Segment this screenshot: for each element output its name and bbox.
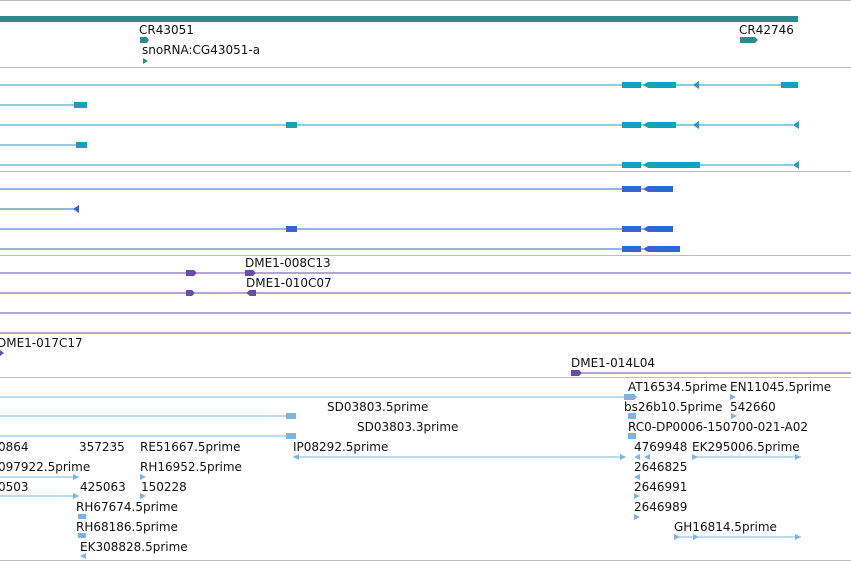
gene-span-bar[interactable] bbox=[0, 16, 798, 22]
est-label-2646989[interactable]: 2646989 bbox=[634, 500, 688, 514]
est-label-2646991[interactable]: 2646991 bbox=[634, 480, 688, 494]
est-label-425063[interactable]: 425063 bbox=[80, 480, 126, 494]
est-label-4769948[interactable]: 4769948 bbox=[634, 440, 688, 454]
est-label-bs26b10[interactable]: bs26b10.5prime bbox=[624, 400, 723, 414]
gene-label-cr42746[interactable]: CR42746 bbox=[739, 23, 794, 37]
est-label-sd03803-3[interactable]: SD03803.3prime bbox=[357, 420, 459, 434]
est-label-rh68186[interactable]: RH68186.5prime bbox=[76, 520, 178, 534]
gene-label-snorna[interactable]: snoRNA:CG43051-a bbox=[142, 43, 261, 57]
est-label-ip08292[interactable]: IP08292.5prime bbox=[293, 440, 389, 454]
est-label-097922[interactable]: 097922.5prime bbox=[0, 460, 91, 474]
est-label-ek308828[interactable]: EK308828.5prime bbox=[80, 540, 188, 554]
clone-label-dme008c13[interactable]: DME1-008C13 bbox=[245, 256, 331, 270]
gene-label-cr43051[interactable]: CR43051 bbox=[139, 23, 194, 37]
est-label-0503[interactable]: 0503 bbox=[0, 480, 29, 494]
est-label-rh16952[interactable]: RH16952.5prime bbox=[140, 460, 242, 474]
est-label-at16534[interactable]: AT16534.5prime bbox=[628, 380, 728, 394]
snorna-feature[interactable] bbox=[143, 58, 148, 64]
clone-label-dme017c17[interactable]: DME1-017C17 bbox=[0, 336, 83, 350]
est-label-sd03803-5[interactable]: SD03803.5prime bbox=[327, 400, 429, 414]
transcript-track-teal[interactable] bbox=[0, 81, 799, 169]
est-label-gh16814[interactable]: GH16814.5prime bbox=[674, 520, 777, 534]
est-label-rc0[interactable]: RC0-DP0006-150700-021-A02 bbox=[628, 420, 809, 434]
est-label-0864[interactable]: 0864 bbox=[0, 440, 29, 454]
est-label-357235[interactable]: 357235 bbox=[79, 440, 125, 454]
cr42746-feature[interactable] bbox=[740, 37, 758, 43]
transcript-track-blue[interactable] bbox=[0, 186, 680, 252]
clone-label-dme010c07[interactable]: DME1-010C07 bbox=[246, 276, 332, 290]
cr43051-feature[interactable] bbox=[140, 37, 149, 43]
est-label-2646825[interactable]: 2646825 bbox=[634, 460, 688, 474]
est-label-en11045[interactable]: EN11045.5prime bbox=[730, 380, 832, 394]
clone-label-dme014l04[interactable]: DME1-014L04 bbox=[571, 356, 655, 370]
est-label-ek295006[interactable]: EK295006.5prime bbox=[692, 440, 800, 454]
cdna-clone-track[interactable] bbox=[0, 270, 851, 376]
est-label-rh67674[interactable]: RH67674.5prime bbox=[76, 500, 178, 514]
est-track[interactable] bbox=[0, 394, 801, 559]
est-label-542660[interactable]: 542660 bbox=[730, 400, 776, 414]
est-label-re51667[interactable]: RE51667.5prime bbox=[140, 440, 241, 454]
est-label-150228[interactable]: 150228 bbox=[141, 480, 187, 494]
